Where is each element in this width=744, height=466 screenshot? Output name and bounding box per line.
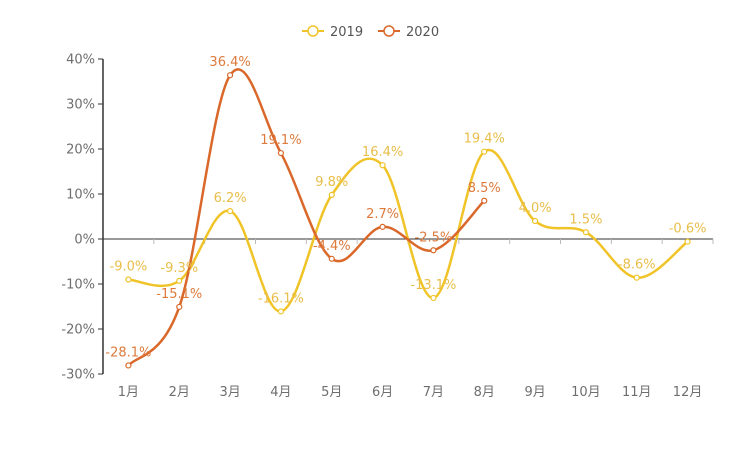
y-tick-label: 40% xyxy=(66,53,95,68)
data-point-2020[interactable] xyxy=(176,303,183,311)
data-label-2019: 1.5% xyxy=(569,212,602,227)
data-point-2019[interactable] xyxy=(125,276,132,283)
x-tick-label: 5月 xyxy=(321,385,342,400)
x-tick-label: 6月 xyxy=(372,385,393,400)
legend-label: 2019 xyxy=(330,25,363,40)
data-point-2019[interactable] xyxy=(176,277,183,284)
x-tick-label: 8月 xyxy=(474,385,495,400)
x-tick-label: 3月 xyxy=(219,385,240,400)
data-label-2019: 6.2% xyxy=(214,191,247,206)
data-label-2019: 9.8% xyxy=(315,175,348,190)
x-tick-label: 9月 xyxy=(524,385,545,400)
data-label-2019: -8.6% xyxy=(618,258,656,273)
data-point-2020[interactable] xyxy=(430,247,437,254)
x-tick-label: 10月 xyxy=(571,385,601,400)
data-point-2020[interactable] xyxy=(226,72,234,79)
legend-item-2019[interactable]: 2019 xyxy=(302,25,363,40)
data-label-2019: 19.4% xyxy=(464,132,505,147)
y-tick-label: -30% xyxy=(61,368,95,383)
data-label-2020: -15.1% xyxy=(156,287,202,302)
series-labels: -9.0% -9.3% 6.2% -16.1% 9.8% 16.4% -13.1% 19.4%… xyxy=(105,55,706,360)
data-point-2020[interactable] xyxy=(328,255,335,262)
data-point-2019[interactable] xyxy=(226,208,234,215)
data-label-2020: 2.7% xyxy=(366,207,399,222)
data-point-2019[interactable] xyxy=(582,229,590,236)
data-point-2020[interactable] xyxy=(125,362,132,369)
x-tick-label: 2月 xyxy=(169,385,190,400)
y-tick-label: -20% xyxy=(61,323,95,338)
data-label-2020: -2.5% xyxy=(415,230,453,245)
y-tick-label: 30% xyxy=(66,98,95,113)
data-label-2019: 4.0% xyxy=(519,201,552,216)
data-label-2019: 16.4% xyxy=(362,145,403,160)
legend: 2019 2020 xyxy=(302,25,439,40)
data-point-2020[interactable] xyxy=(277,149,285,157)
data-point-2019[interactable] xyxy=(481,148,488,155)
y-axis: -30% -20% -10% 0% 10% 20% 30% 40% xyxy=(61,53,104,383)
x-tick-label: 7月 xyxy=(423,385,444,400)
data-label-2019: -16.1% xyxy=(258,291,304,306)
data-label-2020: -4.4% xyxy=(313,239,351,254)
y-tick-label: 0% xyxy=(74,233,95,248)
data-label-2019: -9.3% xyxy=(160,261,198,276)
data-point-2019[interactable] xyxy=(684,238,691,245)
y-tick-label: 10% xyxy=(66,188,95,203)
data-label-2019: -0.6% xyxy=(669,222,707,237)
data-label-2020: 8.5% xyxy=(468,181,501,196)
data-label-2020: 19.1% xyxy=(260,133,301,148)
series-points xyxy=(125,72,691,369)
data-point-2020[interactable] xyxy=(379,223,386,230)
data-point-2019[interactable] xyxy=(379,162,386,169)
legend-marker-icon xyxy=(307,25,319,37)
x-tick-label: 4月 xyxy=(270,385,291,400)
x-tick-label: 11月 xyxy=(622,385,652,400)
series-line-2020 xyxy=(127,68,486,367)
data-point-2019[interactable] xyxy=(328,191,335,198)
data-point-2019[interactable] xyxy=(430,294,437,302)
series-lines xyxy=(127,68,689,367)
series-line-2019 xyxy=(128,148,689,313)
data-point-2019[interactable] xyxy=(633,274,640,281)
data-label-2019: -9.0% xyxy=(110,260,148,275)
data-point-2019[interactable] xyxy=(531,217,539,225)
legend-label: 2020 xyxy=(406,25,439,40)
legend-item-2020[interactable]: 2020 xyxy=(378,25,439,40)
data-point-2020[interactable] xyxy=(481,197,488,204)
data-label-2019: -13.1% xyxy=(410,278,456,293)
data-label-2020: 36.4% xyxy=(209,55,250,70)
y-tick-label: 20% xyxy=(66,143,95,158)
x-tick-label: 1月 xyxy=(118,385,139,400)
data-label-2020: -28.1% xyxy=(105,345,151,360)
legend-marker-icon xyxy=(383,25,395,37)
y-tick-label: -10% xyxy=(61,278,95,293)
data-point-2019[interactable] xyxy=(277,308,285,315)
x-tick-label: 12月 xyxy=(673,385,703,400)
